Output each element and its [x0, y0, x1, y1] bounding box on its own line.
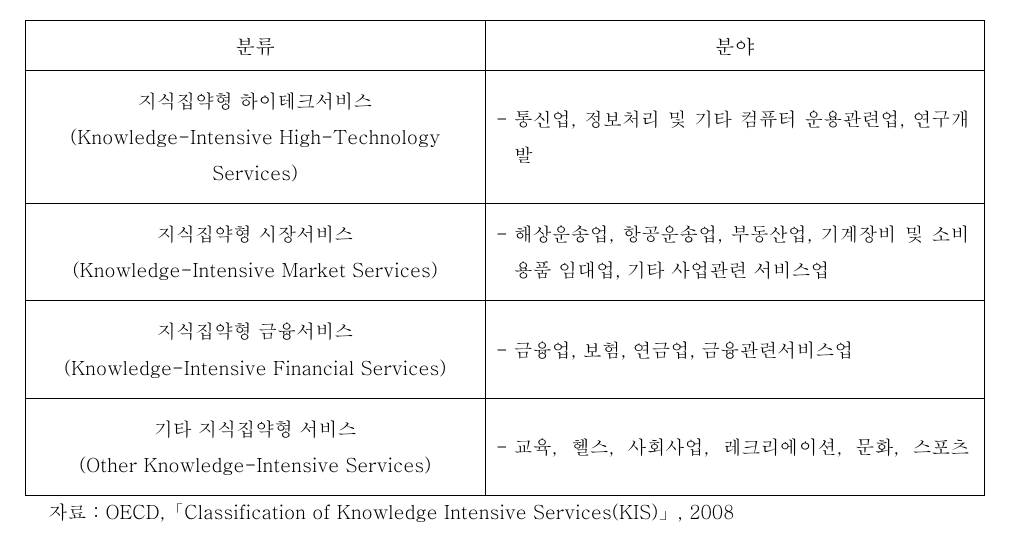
classification-table: 분류 분야 지식집약형 하이테크서비스 (Knowledge-Intensive… [25, 20, 985, 496]
source-citation: 자료 : OECD,「Classification of Knowledge I… [25, 498, 985, 525]
category-kr: 지식집약형 금융서비스 [40, 313, 471, 349]
table-row: 지식집약형 금융서비스 (Knowledge-Intensive Financi… [25, 301, 984, 398]
detail-text: 통신업, 정보처리 및 기타 컴퓨터 운용관련업, 연구개발 [514, 101, 970, 173]
detail-text: 교육, 헬스, 사회사업, 레크리에이션, 문화, 스포츠 [514, 429, 970, 465]
category-kr: 기타 지식집약형 서비스 [40, 411, 471, 447]
table-row: 지식집약형 하이테크서비스 (Knowledge-Intensive High-… [25, 71, 984, 204]
header-col1: 분류 [25, 21, 485, 71]
category-kr: 지식집약형 시장서비스 [40, 216, 471, 252]
category-en: (Other Knowledge-Intensive Services) [40, 447, 471, 483]
cell-detail: - 금융업, 보험, 연금업, 금융관련서비스업 [485, 301, 984, 398]
cell-detail: - 통신업, 정보처리 및 기타 컴퓨터 운용관련업, 연구개발 [485, 71, 984, 204]
bullet-dash: - [496, 216, 514, 288]
header-col2: 분야 [485, 21, 984, 71]
bullet-dash: - [496, 101, 514, 173]
category-en: (Knowledge-Intensive Financial Services) [40, 350, 471, 386]
table-row: 지식집약형 시장서비스 (Knowledge-Intensive Market … [25, 204, 984, 301]
cell-category: 지식집약형 시장서비스 (Knowledge-Intensive Market … [25, 204, 485, 301]
table-row: 기타 지식집약형 서비스 (Other Knowledge-Intensive … [25, 398, 984, 495]
category-en: (Knowledge-Intensive High-Technology Ser… [40, 119, 471, 191]
category-kr: 지식집약형 하이테크서비스 [40, 83, 471, 119]
category-en: (Knowledge-Intensive Market Services) [40, 252, 471, 288]
bullet-dash: - [496, 332, 514, 368]
detail-text: 해상운송업, 항공운송업, 부동산업, 기계장비 및 소비용품 임대업, 기타 … [514, 216, 970, 288]
cell-detail: - 해상운송업, 항공운송업, 부동산업, 기계장비 및 소비용품 임대업, 기… [485, 204, 984, 301]
bullet-dash: - [496, 429, 514, 465]
detail-text: 금융업, 보험, 연금업, 금융관련서비스업 [514, 332, 970, 368]
cell-detail: - 교육, 헬스, 사회사업, 레크리에이션, 문화, 스포츠 [485, 398, 984, 495]
table-header-row: 분류 분야 [25, 21, 984, 71]
cell-category: 지식집약형 금융서비스 (Knowledge-Intensive Financi… [25, 301, 485, 398]
cell-category: 기타 지식집약형 서비스 (Other Knowledge-Intensive … [25, 398, 485, 495]
cell-category: 지식집약형 하이테크서비스 (Knowledge-Intensive High-… [25, 71, 485, 204]
